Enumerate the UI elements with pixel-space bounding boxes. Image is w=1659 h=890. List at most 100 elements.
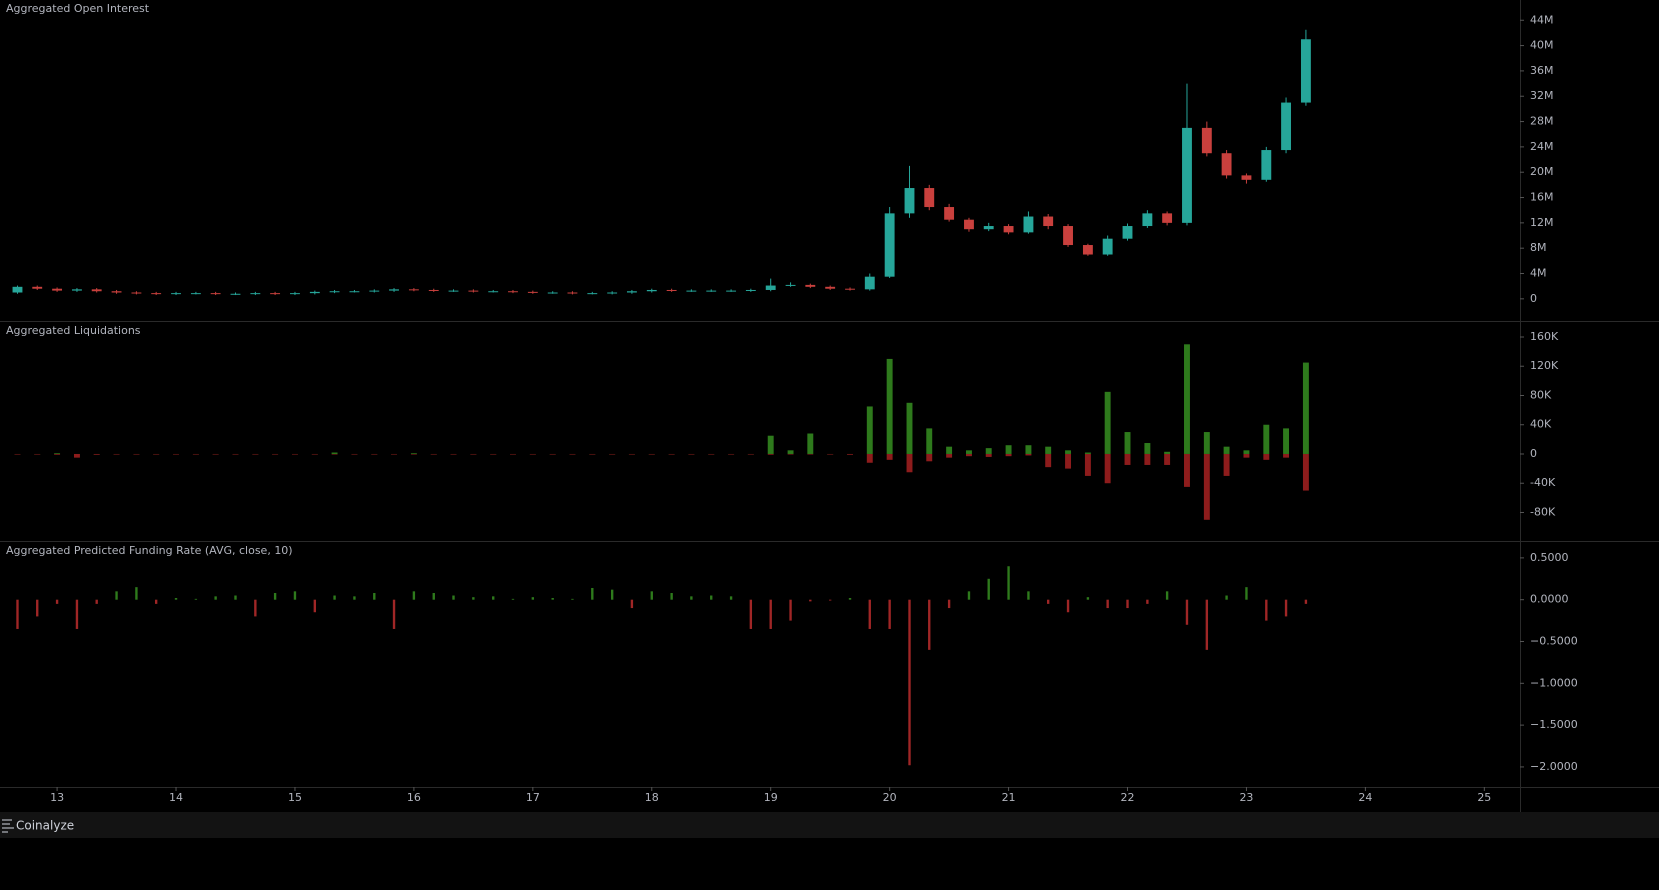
bar — [1106, 599, 1109, 609]
bar — [906, 453, 913, 473]
bar — [928, 599, 931, 650]
bar — [194, 598, 198, 600]
bar — [1184, 453, 1190, 487]
candle-body — [765, 285, 776, 290]
bar — [648, 453, 655, 455]
bar — [1203, 453, 1210, 520]
bar — [690, 596, 693, 600]
bar — [529, 453, 536, 455]
candle-body — [1162, 213, 1173, 223]
candle-body — [91, 289, 102, 292]
candle-body — [171, 293, 181, 295]
bar — [767, 453, 774, 455]
candle-body — [706, 290, 717, 292]
bar — [926, 453, 933, 462]
bar — [391, 453, 397, 455]
x-tick-label: 15 — [288, 791, 302, 804]
y-tick-label: 0 — [1530, 292, 1537, 305]
bar — [54, 453, 61, 455]
candle-body — [1182, 127, 1192, 223]
candle-body — [646, 289, 657, 292]
bar — [1146, 599, 1149, 604]
bar — [93, 453, 100, 455]
bar — [1005, 453, 1012, 457]
bar — [1265, 599, 1268, 621]
bar — [1223, 446, 1230, 454]
y-tick-label: 120K — [1530, 359, 1559, 372]
bar — [293, 591, 297, 600]
bar — [1302, 362, 1309, 454]
x-tick-label: 22 — [1121, 791, 1135, 804]
x-tick-label: 21 — [1002, 791, 1016, 804]
candle-body — [547, 292, 558, 294]
bar — [787, 453, 794, 455]
bar — [1184, 344, 1190, 454]
y-tick-label: 160K — [1530, 330, 1559, 343]
candle-body — [983, 226, 994, 230]
y-tick-label: 32M — [1530, 89, 1554, 102]
bar — [967, 591, 971, 600]
bar — [767, 435, 774, 454]
bar — [16, 599, 19, 629]
bar — [1104, 391, 1111, 454]
candle-body — [587, 293, 598, 295]
bar — [54, 453, 61, 454]
bar — [1104, 453, 1111, 484]
bar — [351, 453, 358, 455]
bar — [234, 595, 237, 600]
footer-logo — [2, 819, 14, 833]
candle-body — [1003, 226, 1014, 233]
candle-body — [349, 291, 360, 293]
candle-body — [309, 291, 320, 294]
candle-body — [745, 289, 756, 291]
candle-body — [111, 291, 122, 293]
candle-body — [864, 276, 875, 290]
bar — [926, 428, 933, 454]
bar — [549, 453, 556, 455]
bar — [95, 599, 98, 604]
bar — [154, 599, 158, 604]
bar — [866, 406, 873, 454]
footer-bar — [0, 812, 1659, 838]
y-tick-label: 24M — [1530, 140, 1554, 153]
bar — [510, 453, 516, 455]
bar — [670, 593, 673, 600]
bar — [252, 453, 259, 455]
bar — [212, 453, 219, 455]
candle-body — [1122, 226, 1133, 239]
panel-title: Aggregated Liquidations — [6, 324, 141, 337]
bar — [430, 453, 437, 455]
bar — [747, 453, 754, 455]
candle-body — [666, 289, 677, 291]
bar — [628, 453, 635, 455]
bar — [1283, 453, 1290, 458]
bar — [75, 599, 79, 629]
bar — [1086, 597, 1090, 600]
x-tick-label: 20 — [883, 791, 897, 804]
bar — [947, 599, 951, 609]
candle-body — [488, 291, 499, 293]
footer-brand[interactable]: Coinalyze — [16, 819, 74, 833]
bar — [492, 596, 495, 600]
bar — [272, 453, 279, 455]
bar — [1263, 453, 1270, 460]
candle-body — [32, 286, 43, 289]
bar — [232, 453, 239, 455]
bar — [710, 595, 713, 600]
bar — [333, 595, 336, 600]
bar — [1005, 445, 1012, 454]
y-tick-label: -80K — [1530, 505, 1556, 518]
bar — [551, 598, 554, 600]
bar — [1046, 599, 1050, 604]
candle-body — [468, 290, 479, 292]
candle-body — [12, 286, 23, 293]
bar — [254, 599, 257, 617]
bar — [966, 450, 972, 454]
candle-body — [1221, 153, 1232, 176]
bar — [1243, 453, 1250, 458]
y-tick-label: 20M — [1530, 165, 1554, 178]
bar — [688, 453, 695, 455]
y-tick-label: 0 — [1530, 447, 1537, 460]
x-tick-label: 13 — [50, 791, 64, 804]
